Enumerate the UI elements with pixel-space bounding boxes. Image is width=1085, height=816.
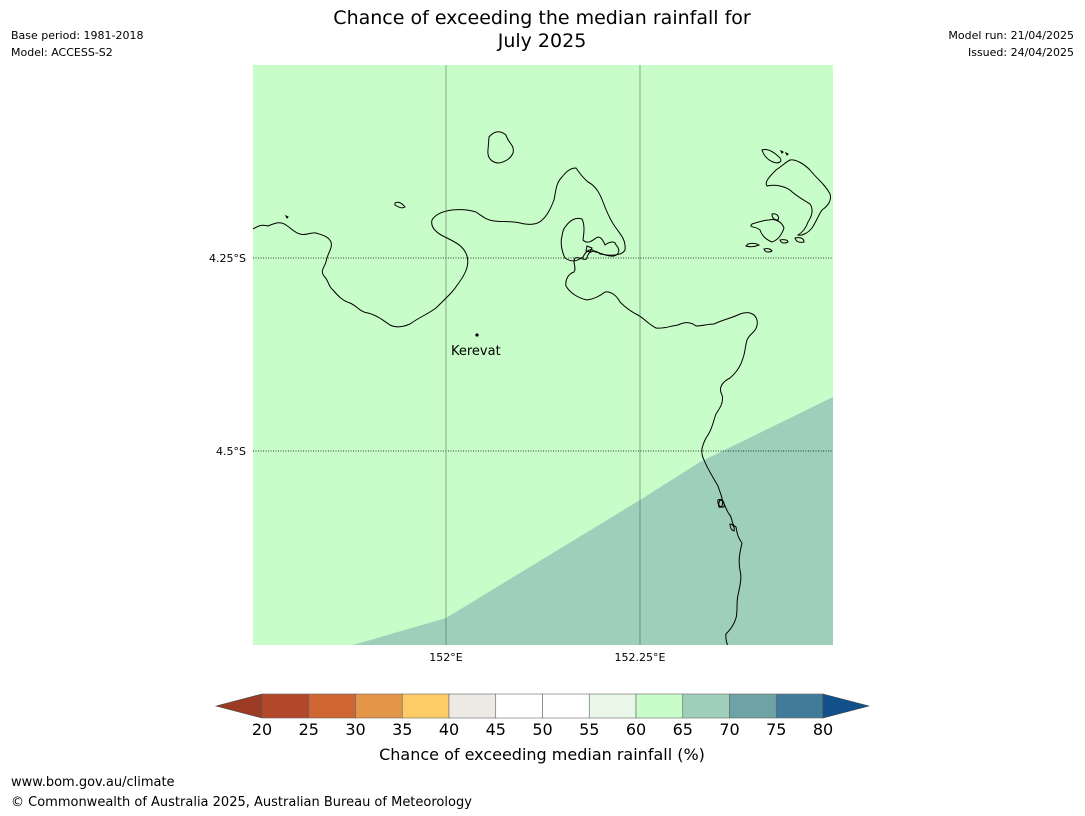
colorbar-tick-label: 80 [813,720,833,739]
islet-middle [585,245,593,253]
colorbar-cell [542,693,590,719]
graticule [253,65,833,645]
colorbar-tick-label: 60 [626,720,646,739]
colorbar: 20 25 30 35 40 45 50 55 60 65 70 75 80 [214,693,871,739]
colorbar-cell [588,693,637,719]
model-info: Base period: 1981-2018 Model: ACCESS-S2 [11,27,143,61]
colorbar-cell [729,693,777,719]
colorbar-tick-label: 50 [532,720,552,739]
colorbar-cell [682,693,730,719]
colorbar-cells [261,693,824,719]
colorbar-tick-label: 25 [299,720,319,739]
colorbar-cell [355,693,403,719]
colorbar-tick-label: 30 [345,720,365,739]
title-line-2: July 2025 [497,30,587,52]
colorbar-cell [775,693,824,719]
colorbar-cell [261,693,310,719]
colorbar-tick-label: 20 [252,720,272,739]
colorbar-tick-label: 55 [579,720,599,739]
colorbar-tick-label: 40 [439,720,459,739]
colorbar-over-arrow [822,693,871,719]
footer-url[interactable]: www.bom.gov.au/climate [11,775,175,790]
colorbar-tick-label: 45 [486,720,506,739]
island-middle [560,217,620,262]
footer-copyright: © Commonwealth of Australia 2025, Austra… [11,795,472,810]
colorbar-cell [635,693,684,719]
region-65-70 [353,397,833,645]
colorbar-tick-label: 70 [719,720,739,739]
base-period: Base period: 1981-2018 [11,29,144,42]
islet-east [779,149,789,156]
lat-label-4-5: 4.5°S [216,445,246,458]
kerevat-marker [475,333,479,337]
place-label-kerevat: Kerevat [451,344,501,359]
title-line-1: Chance of exceeding the median rainfall … [333,7,751,29]
issued-date: Issued: 24/04/2025 [967,46,1074,59]
colorbar-cell [495,693,543,719]
colorbar-cell [401,693,450,719]
colorbar-cell [308,693,356,719]
lon-label-152-25: 152.25°E [615,651,666,664]
lon-label-152: 152°E [429,651,462,664]
colorbar-tick-label: 35 [392,720,412,739]
run-info: Model run: 21/04/2025 Issued: 24/04/2025 [948,27,1074,61]
coastline-main [253,167,758,645]
model-name: Model: ACCESS-S2 [11,46,113,59]
island-coast-east-small [717,499,735,532]
island-north [487,131,514,164]
map-panel: Kerevat 4.25°S 4.5°S 152°E 152.25°E [209,65,833,664]
island-small-west [394,201,406,209]
colorbar-cell [448,693,497,719]
lat-label-4-25: 4.25°S [209,252,246,265]
map-title: Chance of exceeding the median rainfall … [242,7,842,53]
colorbar-ticks: 20 25 30 35 40 45 50 55 60 65 70 75 80 [252,720,833,739]
colorbar-label: Chance of exceeding median rainfall (%) [379,745,705,764]
colorbar-tick-label: 65 [673,720,693,739]
coastline [253,131,831,645]
islands-east [745,149,831,253]
colorbar-tick-label: 75 [766,720,786,739]
colorbar-under-arrow [214,693,263,719]
islet-west [284,214,289,219]
model-run: Model run: 21/04/2025 [948,29,1074,42]
